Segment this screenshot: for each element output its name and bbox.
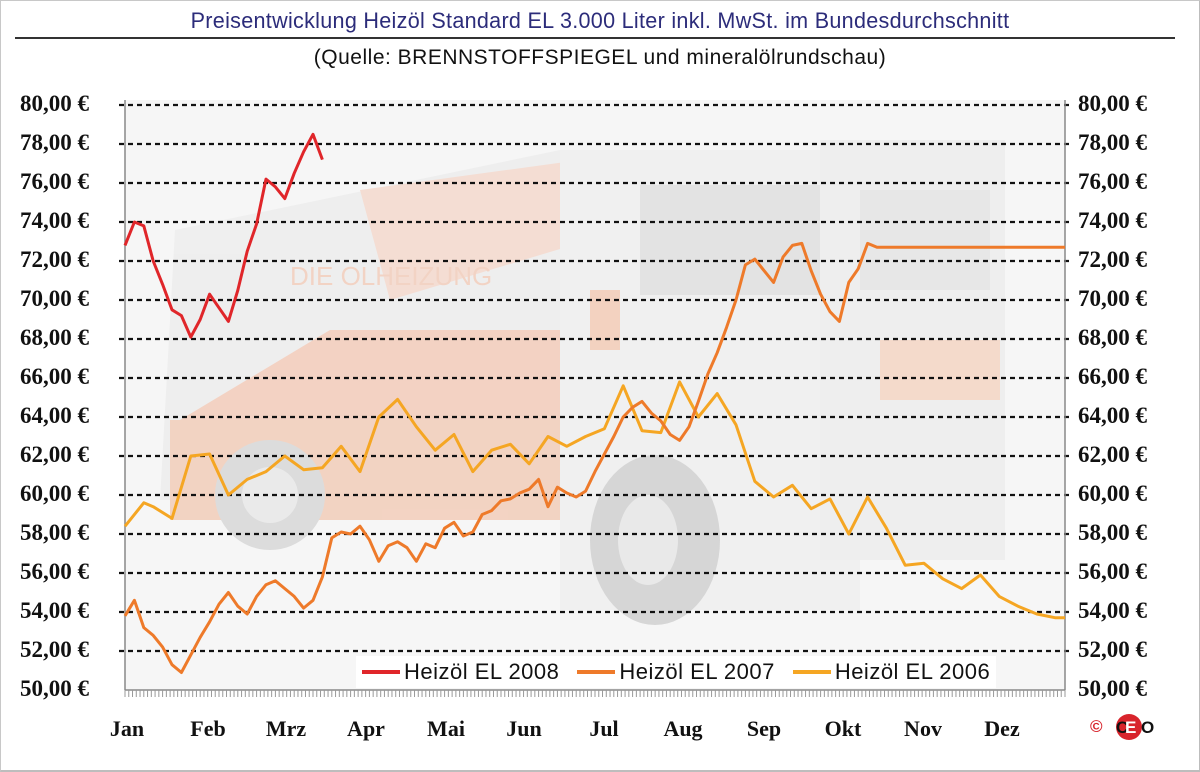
copyright-mark: © C E O [1090,712,1171,742]
x-tick-label-mrz: Mrz [265,716,307,741]
legend-item-2008: Heizöl EL 2008 [362,659,559,685]
series-line-2007 [123,241,1065,674]
y-tick-label-right: 68,00 € [1078,325,1147,350]
y-tick-label-right: 66,00 € [1078,364,1147,389]
x-axis-ticks [124,689,1066,697]
y-tick-label-left: 80,00 € [20,91,89,116]
x-tick-label-okt: Okt [824,716,862,741]
x-tick-label-sep: Sep [746,716,782,741]
y-tick-label-left: 58,00 € [20,520,89,545]
y-tick-label-left: 70,00 € [20,286,89,311]
y-tick-label-left: 68,00 € [20,325,89,350]
y-tick-label-left: 52,00 € [20,637,89,662]
y-tick-label-right: 76,00 € [1078,169,1147,194]
legend-label-2006: Heizöl EL 2006 [834,659,991,684]
x-tick-label-jan: Jan [109,716,145,741]
legend-item-2006: Heizöl EL 2006 [792,659,991,685]
svg-text:C: C [1116,718,1128,737]
y-tick-label-right: 50,00 € [1078,676,1147,701]
chart-legend: Heizöl EL 2008 Heizöl EL 2007 Heizöl EL … [356,656,997,688]
x-tick-label-nov: Nov [904,716,942,741]
y-tick-label-left: 62,00 € [20,442,89,467]
legend-swatch-2008 [362,670,400,674]
y-tick-label-left: 56,00 € [20,559,89,584]
title-underline [15,37,1175,39]
x-tick-label-dez: Dez [984,716,1020,741]
x-tick-label-aug: Aug [663,716,703,741]
ceo-logo-icon: C E O [1115,714,1154,740]
y-tick-label-left: 72,00 € [20,247,89,272]
y-tick-label-right: 52,00 € [1078,637,1147,662]
y-tick-label-right: 80,00 € [1078,91,1147,116]
copyright-symbol: © [1090,717,1103,736]
y-tick-label-right: 70,00 € [1078,286,1147,311]
legend-label-2008: Heizöl EL 2008 [404,659,560,684]
series-line-2008 [123,132,324,339]
background-truck-image: DIE OLHEIZUNG [160,140,1005,625]
svg-text:E: E [1125,718,1136,737]
svg-text:DIE OLHEIZUNG: DIE OLHEIZUNG [290,261,492,291]
y-tick-label-right: 72,00 € [1078,247,1147,272]
svg-text:O: O [1141,718,1154,737]
series-line-2006 [123,380,1065,620]
chart-title: Preisentwicklung Heizöl Standard EL 3.00… [190,8,1010,33]
legend-item-2007: Heizöl EL 2007 [577,659,774,685]
y-tick-label-left: 54,00 € [20,598,89,623]
y-tick-label-left: 66,00 € [20,364,89,389]
y-tick-label-right: 54,00 € [1078,598,1147,623]
x-tick-label-jul: Jul [589,716,619,741]
legend-swatch-2006 [792,670,831,674]
y-tick-label-right: 78,00 € [1078,130,1147,155]
x-tick-label-feb: Feb [190,716,226,741]
y-tick-label-left: 60,00 € [20,481,89,506]
x-tick-label-mai: Mai [427,716,465,741]
chart-subtitle: (Quelle: BRENNSTOFFSPIEGEL und mineralöl… [313,46,887,69]
y-tick-label-right: 58,00 € [1078,520,1147,545]
y-tick-label-right: 60,00 € [1078,481,1147,506]
legend-label-2007: Heizöl EL 2007 [619,659,775,684]
x-tick-label-apr: Apr [347,716,385,741]
y-tick-label-left: 74,00 € [20,208,89,233]
y-tick-label-right: 74,00 € [1078,208,1147,233]
legend-swatch-2007 [577,670,616,674]
y-tick-label-left: 76,00 € [20,169,89,194]
y-tick-label-left: 78,00 € [20,130,89,155]
horizontal-gridlines [119,103,1071,653]
y-tick-label-right: 64,00 € [1078,403,1147,428]
y-tick-label-right: 62,00 € [1078,442,1147,467]
y-tick-label-left: 64,00 € [20,403,89,428]
y-tick-label-left: 50,00 € [20,676,89,701]
y-tick-label-right: 56,00 € [1078,559,1147,584]
x-tick-label-jun: Jun [506,716,542,741]
